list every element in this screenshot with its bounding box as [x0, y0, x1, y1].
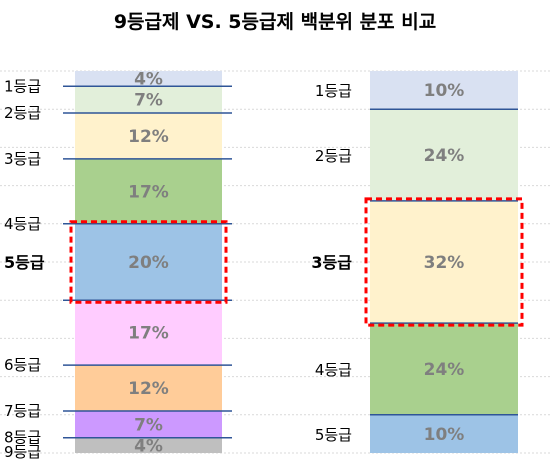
data-label: 24% — [424, 146, 465, 166]
lines-layer — [63, 85, 518, 439]
grade-label: 1등급 — [4, 77, 41, 95]
grade-label: 8등급 — [4, 429, 41, 447]
data-label: 4% — [134, 436, 163, 456]
data-label: 24% — [424, 360, 465, 380]
grade-label: 7등급 — [4, 402, 41, 420]
bar-segment — [75, 410, 222, 438]
grade-label: 3등급 — [311, 253, 352, 272]
bar-segment — [75, 365, 222, 411]
highlight-box — [364, 197, 524, 327]
data-label: 12% — [128, 379, 169, 399]
bar-segment — [370, 323, 518, 415]
bar-segment — [370, 200, 518, 324]
grade-label: 1등급 — [315, 82, 352, 100]
grade-label: 2등급 — [4, 104, 41, 122]
bar-segment — [75, 158, 222, 224]
data-label: 10% — [424, 81, 465, 101]
data-label: 4% — [134, 70, 163, 90]
data-label: 32% — [424, 253, 465, 273]
chart-title: 9등급제 VS. 5등급제 백분위 분포 비교 — [114, 11, 436, 33]
data-label: 10% — [424, 425, 465, 445]
data-label: 7% — [134, 415, 163, 435]
highlight-box — [69, 220, 228, 304]
bar-segment — [75, 113, 222, 159]
bar-segment — [75, 223, 222, 301]
bar-segment — [75, 437, 222, 453]
grade-label: 4등급 — [315, 361, 352, 379]
labels-layer: 4% 1등급 7% 2등급 12% 3등급 17% 4등급 20% 5등급 17% 6등급 12% 7등급… — [4, 70, 464, 461]
grade-label: 3등급 — [4, 150, 41, 168]
bar-segment — [75, 86, 222, 114]
grade-label: 9등급 — [4, 443, 41, 461]
bars-layer — [75, 71, 518, 453]
bar-segment — [370, 109, 518, 201]
bar-segment — [75, 71, 222, 87]
data-label: 17% — [128, 324, 169, 344]
grade-label: 5등급 — [4, 253, 45, 272]
grade-label: 2등급 — [315, 147, 352, 165]
grade-label: 6등급 — [4, 356, 41, 374]
data-label: 7% — [134, 91, 163, 111]
highlight-layer — [69, 197, 524, 327]
bar-segment — [370, 71, 518, 110]
data-label: 12% — [128, 127, 169, 147]
bar-segment — [75, 300, 222, 366]
grade-label: 4등급 — [4, 215, 41, 233]
grade-label: 5등급 — [315, 426, 352, 444]
data-label: 20% — [128, 253, 169, 273]
bar-segment — [370, 414, 518, 453]
data-label: 17% — [128, 182, 169, 202]
